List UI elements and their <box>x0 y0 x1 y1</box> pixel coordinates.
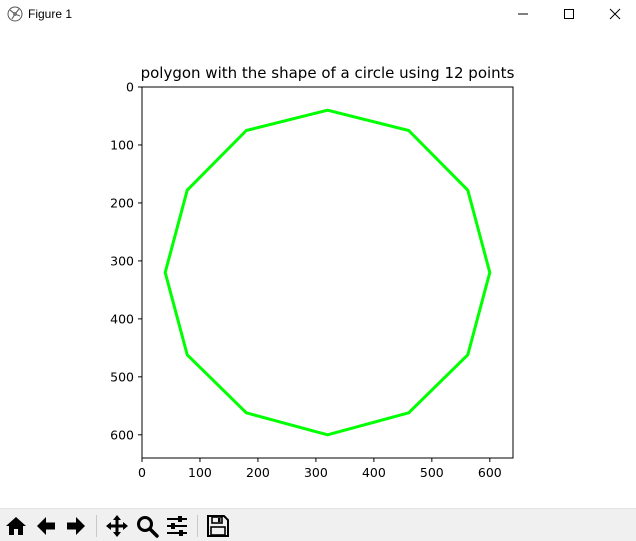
y-tick-label: 300 <box>110 253 134 268</box>
save-button[interactable] <box>205 513 231 539</box>
configure-subplots-button[interactable] <box>164 513 190 539</box>
window-title: Figure 1 <box>28 7 73 21</box>
chart-title: polygon with the shape of a circle using… <box>141 64 515 82</box>
x-tick-label: 600 <box>478 465 502 480</box>
arrow-left-icon <box>37 517 55 535</box>
maximize-icon <box>564 9 574 19</box>
y-tick-label: 200 <box>110 195 134 210</box>
title-bar[interactable]: Figure 1 <box>0 0 636 28</box>
toolbar-separator <box>96 515 97 537</box>
sliders-icon <box>167 516 187 536</box>
y-tick-label: 100 <box>110 137 134 152</box>
figure-canvas[interactable]: polygon with the shape of a circle using… <box>0 28 636 508</box>
y-tick-label: 500 <box>110 369 134 384</box>
navigation-toolbar <box>0 508 636 541</box>
move-icon <box>106 515 128 537</box>
arrow-right-icon <box>67 517 85 535</box>
home-icon <box>6 517 26 535</box>
series-line <box>163 108 492 437</box>
minimize-icon <box>518 13 528 15</box>
home-button[interactable] <box>3 513 29 539</box>
x-tick-label: 500 <box>420 465 444 480</box>
app-icon <box>7 6 23 22</box>
floppy-disk-icon <box>207 515 229 537</box>
y-tick-label: 600 <box>110 427 134 442</box>
zoom-button[interactable] <box>134 513 160 539</box>
x-tick-label: 200 <box>246 465 270 480</box>
minimize-button[interactable] <box>500 0 546 28</box>
x-tick-label: 300 <box>304 465 328 480</box>
close-icon <box>609 8 621 20</box>
x-tick-label: 100 <box>188 465 212 480</box>
back-button[interactable] <box>33 513 59 539</box>
magnifier-icon <box>137 516 159 538</box>
y-tick-label: 0 <box>126 80 134 95</box>
axes-frame <box>141 86 514 459</box>
forward-button[interactable] <box>63 513 89 539</box>
x-tick-label: 0 <box>138 465 146 480</box>
toolbar-separator <box>197 515 198 537</box>
x-tick-label: 400 <box>362 465 386 480</box>
close-button[interactable] <box>592 0 636 28</box>
plot-svg: polygon with the shape of a circle using… <box>110 64 515 480</box>
pan-button[interactable] <box>104 513 130 539</box>
y-tick-label: 400 <box>110 311 134 326</box>
axes: 0 100 200 300 400 500 600 0 100 200 300 400 500 600 <box>110 80 514 480</box>
maximize-button[interactable] <box>546 0 592 28</box>
